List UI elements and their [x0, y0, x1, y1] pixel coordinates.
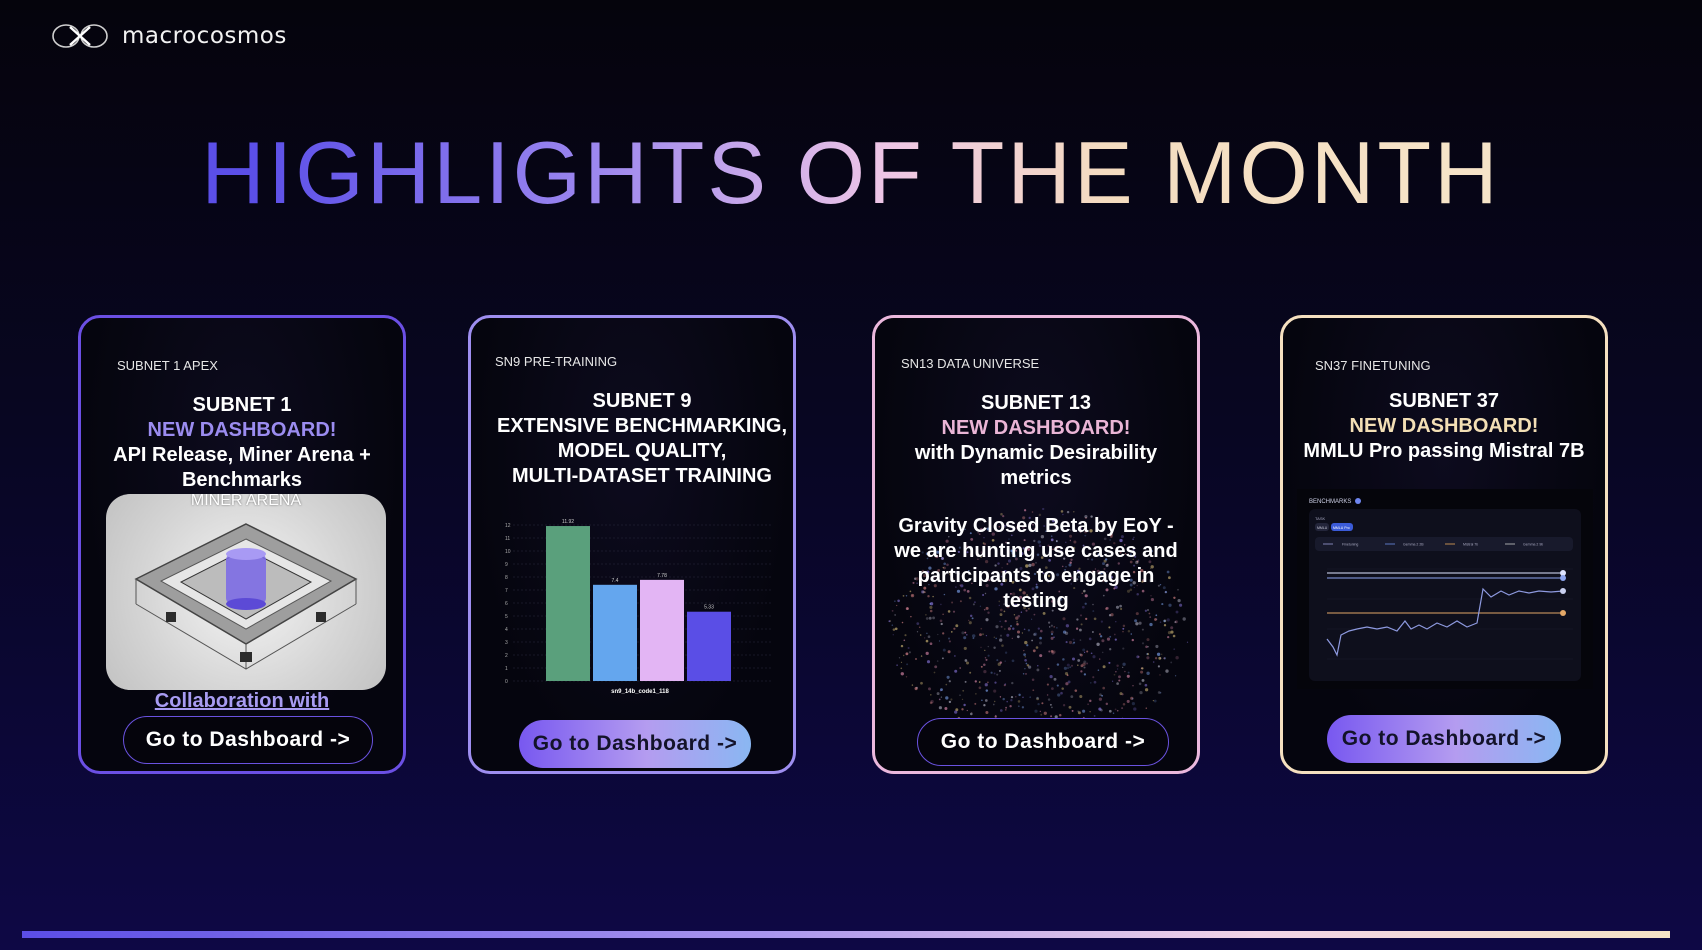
card-line: MODEL QUALITY,: [557, 440, 727, 462]
go-to-dashboard-button[interactable]: Go to Dashboard ->: [1327, 715, 1561, 763]
bar: [687, 611, 731, 681]
x-axis-label: sn9_14b_code1_118: [611, 689, 669, 695]
card-subnet-9: SN9 PRE-TRAINING SUBNET 9 EXTENSIVE BENC…: [468, 315, 796, 774]
y-tick-label: 3: [505, 640, 508, 646]
card-body: Gravity Closed Beta by EoY - we are hunt…: [875, 514, 1197, 614]
bar: [546, 526, 590, 681]
y-tick-label: 11: [505, 536, 510, 542]
card-line: MMLU Pro passing Mistral 7B: [1303, 440, 1585, 462]
card-subnet-1: SUBNET 1 APEX SUBNET 1 NEW DASHBOARD! AP…: [78, 315, 406, 774]
benchmark-line-chart: BENCHMARKS TASK MMLU MMLU Pro Finetuning…: [1297, 489, 1593, 689]
bar: [593, 584, 637, 681]
card-tag: SN37 FINETUNING: [1315, 358, 1431, 373]
tab-mmlu-label: MMLU: [1317, 526, 1328, 530]
card-heading: SUBNET 1: [192, 394, 292, 416]
y-tick-label: 1: [505, 666, 508, 672]
card-heading: SUBNET 37: [1388, 390, 1500, 412]
brand-name: macrocosmos: [122, 23, 287, 49]
card-subnet-37: SN37 FINETUNING SUBNET 37 NEW DASHBOARD!…: [1280, 315, 1608, 774]
y-tick-label: 8: [505, 575, 508, 581]
y-tick-label: 4: [505, 627, 508, 633]
brand[interactable]: macrocosmos: [52, 22, 287, 50]
card-body-line: we are hunting use cases and: [894, 540, 1178, 562]
bar: [640, 579, 684, 681]
go-to-dashboard-button[interactable]: Go to Dashboard ->: [123, 716, 373, 764]
card-line: API Release, Miner Arena +: [113, 444, 371, 466]
card-highlight: NEW DASHBOARD!: [147, 419, 337, 441]
bench-tab-label: TASK: [1315, 516, 1325, 521]
bar-data-label: 7.4: [612, 578, 619, 584]
y-tick-label: 7: [505, 588, 508, 594]
card-line: EXTENSIVE BENCHMARKING,: [496, 415, 788, 437]
card-body-line: Gravity Closed Beta by EoY -: [898, 515, 1174, 537]
card-line: metrics: [1000, 467, 1072, 489]
miner-arena-illustration: [134, 523, 358, 670]
go-to-dashboard-button[interactable]: Go to Dashboard ->: [917, 718, 1169, 766]
legend-item: Gemma 2 9b: [1523, 543, 1543, 547]
benchmark-screenshot: BENCHMARKS TASK MMLU MMLU Pro Finetuning…: [1297, 489, 1593, 689]
y-tick-label: 0: [505, 679, 508, 685]
card-line: MULTI-DATASET TRAINING: [512, 465, 772, 487]
bar-data-label: 7.78: [657, 573, 667, 579]
miner-arena-image: MINER ARENA: [106, 494, 386, 690]
legend-item: Mistral 7b: [1463, 543, 1478, 547]
page-title: HIGHLIGHTS OF THE MONTH: [0, 118, 1702, 228]
card-body-line: participants to engage in: [917, 565, 1155, 587]
card-line: Benchmarks: [181, 469, 303, 491]
card-title: SUBNET 9 EXTENSIVE BENCHMARKING, MODEL Q…: [481, 389, 793, 489]
y-tick-label: 9: [505, 562, 508, 568]
y-tick-label: 5: [505, 614, 508, 620]
bar-data-label: 11.92: [562, 519, 574, 525]
legend-item: Gemma 2 2B: [1403, 543, 1424, 547]
legend-item: Finetuning: [1342, 543, 1358, 547]
go-to-dashboard-button[interactable]: Go to Dashboard ->: [519, 720, 751, 768]
miner-arena-label: MINER ARENA: [190, 494, 302, 509]
card-highlight: NEW DASHBOARD!: [941, 417, 1131, 439]
card-line: with Dynamic Desirability: [914, 442, 1158, 464]
card-tag: SN13 DATA UNIVERSE: [901, 356, 1040, 371]
card-title: SUBNET 37 NEW DASHBOARD! MMLU Pro passin…: [1283, 389, 1605, 464]
tab-mmlu[interactable]: [1315, 523, 1329, 531]
y-tick-label: 12: [505, 523, 511, 529]
benchmark-bar-chart: 012345678910111211.927.47.785.33sn9_14b_…: [505, 519, 771, 695]
card-title: SUBNET 13 NEW DASHBOARD! with Dynamic De…: [875, 391, 1197, 491]
card-tag: SUBNET 1 APEX: [117, 358, 218, 373]
card-heading: SUBNET 9: [592, 390, 692, 412]
y-tick-label: 2: [505, 653, 508, 659]
card-title: SUBNET 1 NEW DASHBOARD! API Release, Min…: [81, 393, 403, 493]
bench-header: BENCHMARKS: [1309, 499, 1351, 505]
y-tick-label: 10: [505, 549, 511, 555]
tab-mmlu-pro-label: MMLU Pro: [1333, 526, 1350, 530]
macrocosmos-logo-icon: [52, 24, 108, 48]
collaboration-link[interactable]: Collaboration with: [154, 690, 330, 712]
card-tag: SN9 PRE-TRAINING: [495, 354, 618, 369]
y-tick-label: 6: [505, 601, 508, 607]
card-body-line: testing: [1003, 590, 1069, 612]
bottom-gradient-bar: [22, 931, 1670, 938]
card-subnet-13: SN13 DATA UNIVERSE SUBNET 13 NEW DASHBOA…: [872, 315, 1200, 774]
info-icon: [1355, 498, 1361, 504]
bar-data-label: 5.33: [704, 605, 714, 611]
card-heading: SUBNET 13: [980, 392, 1092, 414]
tab-mmlu-pro[interactable]: [1331, 523, 1353, 531]
card-highlight: NEW DASHBOARD!: [1349, 415, 1539, 437]
